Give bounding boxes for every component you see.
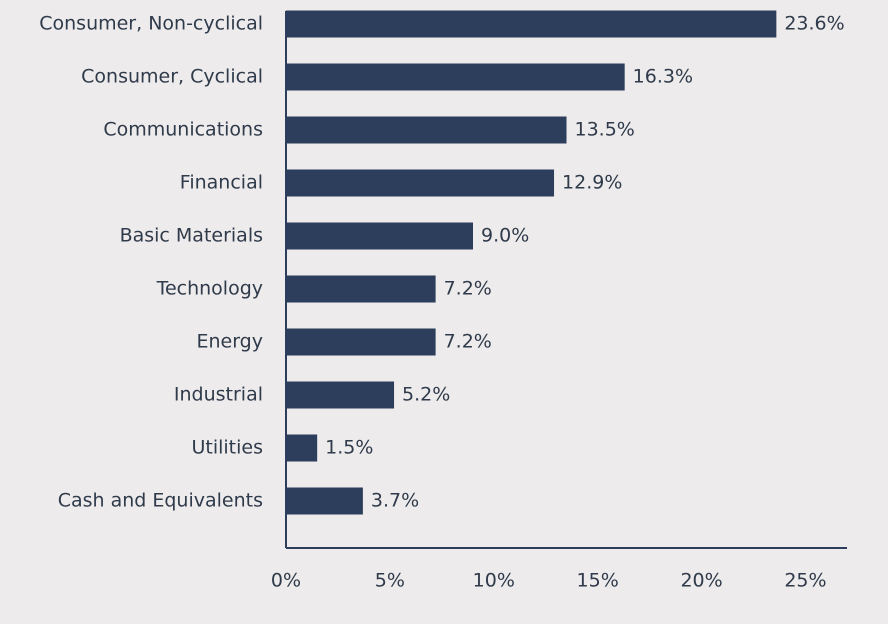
y-tick-label: Industrial	[174, 384, 263, 406]
y-tick-label: Basic Materials	[120, 225, 263, 247]
value-label: 7.2%	[444, 278, 492, 300]
x-tick-label: 15%	[577, 570, 619, 592]
x-tick-label: 20%	[680, 570, 722, 592]
value-label: 9.0%	[481, 225, 529, 247]
y-tick-label: Energy	[196, 331, 263, 353]
value-label: 1.5%	[325, 437, 373, 459]
y-tick-label: Communications	[103, 119, 263, 141]
value-label: 13.5%	[575, 119, 635, 141]
value-label: 5.2%	[402, 384, 450, 406]
x-tick-label: 5%	[375, 570, 405, 592]
x-tick-label: 10%	[473, 570, 515, 592]
value-label: 12.9%	[562, 172, 622, 194]
bar	[286, 63, 625, 91]
bar	[286, 434, 318, 462]
value-label: 16.3%	[633, 66, 693, 88]
bar	[286, 487, 363, 515]
bar	[286, 169, 555, 197]
value-label: 23.6%	[784, 13, 844, 35]
bar	[286, 116, 567, 144]
x-tick-label: 25%	[784, 570, 826, 592]
y-tick-label: Consumer, Non-cyclical	[39, 13, 263, 35]
value-label: 3.7%	[371, 490, 419, 512]
y-tick-label: Cash and Equivalents	[58, 490, 263, 512]
bar	[286, 275, 436, 303]
y-tick-label: Utilities	[191, 437, 263, 459]
bar	[286, 381, 395, 409]
x-tick-label: 0%	[271, 570, 301, 592]
y-tick-label: Financial	[180, 172, 263, 194]
y-tick-label: Technology	[156, 278, 263, 300]
bar	[286, 328, 436, 356]
y-tick-label: Consumer, Cyclical	[81, 66, 263, 88]
value-label: 7.2%	[444, 331, 492, 353]
bar	[286, 10, 777, 38]
bar	[286, 222, 473, 250]
